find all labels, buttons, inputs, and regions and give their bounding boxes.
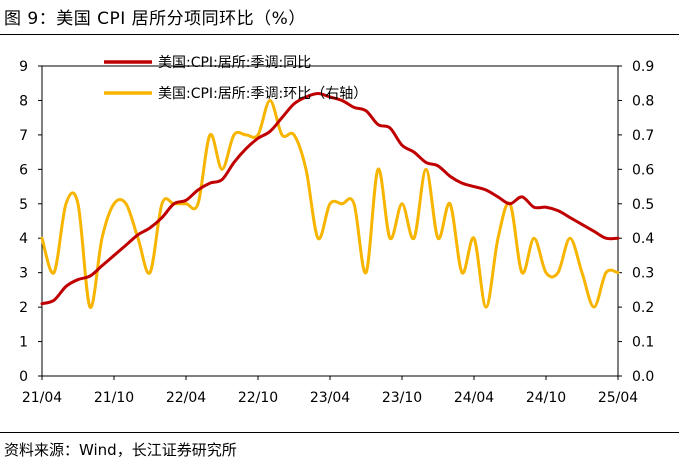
y-left-tick-label: 0 — [19, 369, 28, 385]
series-yoy-line — [40, 92, 620, 306]
x-tick-label: 23/10 — [382, 390, 422, 406]
y-left-tick-label: 2 — [19, 300, 28, 316]
x-tick-label: 22/10 — [238, 390, 278, 406]
x-tick-label: 22/04 — [166, 390, 206, 406]
y-right-tick-label: 0.4 — [632, 231, 654, 247]
plot-frame — [41, 65, 619, 377]
y-right-tick-label: 0.9 — [632, 59, 654, 75]
x-tick-label: 21/04 — [22, 390, 62, 406]
y-right-tick-label: 0.2 — [632, 300, 654, 316]
y-left-tick-label: 8 — [19, 93, 28, 109]
source-note: 资料来源：Wind，长江证券研究所 — [4, 441, 237, 459]
figure-title: 图 9：美国 CPI 居所分项同环比（%） — [4, 9, 306, 29]
y-right-tick-label: 0.1 — [632, 335, 654, 351]
legend-label: 美国:CPI:居所:季调:环比（右轴） — [158, 86, 367, 102]
y-left-tick-label: 9 — [19, 59, 28, 75]
title-rule — [0, 34, 679, 35]
y-left-tick-label: 7 — [19, 128, 28, 144]
y-right-tick-label: 0.7 — [632, 128, 654, 144]
x-tick-label: 21/10 — [94, 390, 134, 406]
y-left-tick-label: 3 — [19, 266, 28, 282]
y-right-tick-label: 0.5 — [632, 197, 654, 213]
y-left-tick-label: 1 — [19, 335, 28, 351]
x-tick-label: 24/10 — [526, 390, 566, 406]
legend-label: 美国:CPI:居所:季调:同比 — [158, 55, 311, 71]
x-tick-label: 23/04 — [310, 390, 350, 406]
bottom-rule — [0, 432, 679, 433]
y-right-tick-label: 0.0 — [632, 369, 654, 385]
y-right-tick-label: 0.8 — [632, 93, 654, 109]
series-mom-line — [40, 98, 620, 309]
y-left-tick-label: 6 — [19, 162, 28, 178]
x-tick-label: 24/04 — [454, 390, 494, 406]
y-left-tick-label: 4 — [19, 231, 28, 247]
y-right-tick-label: 0.3 — [632, 266, 654, 282]
x-tick-label: 25/04 — [598, 390, 638, 406]
y-left-tick-label: 5 — [19, 197, 28, 213]
y-right-tick-label: 0.6 — [632, 162, 654, 178]
